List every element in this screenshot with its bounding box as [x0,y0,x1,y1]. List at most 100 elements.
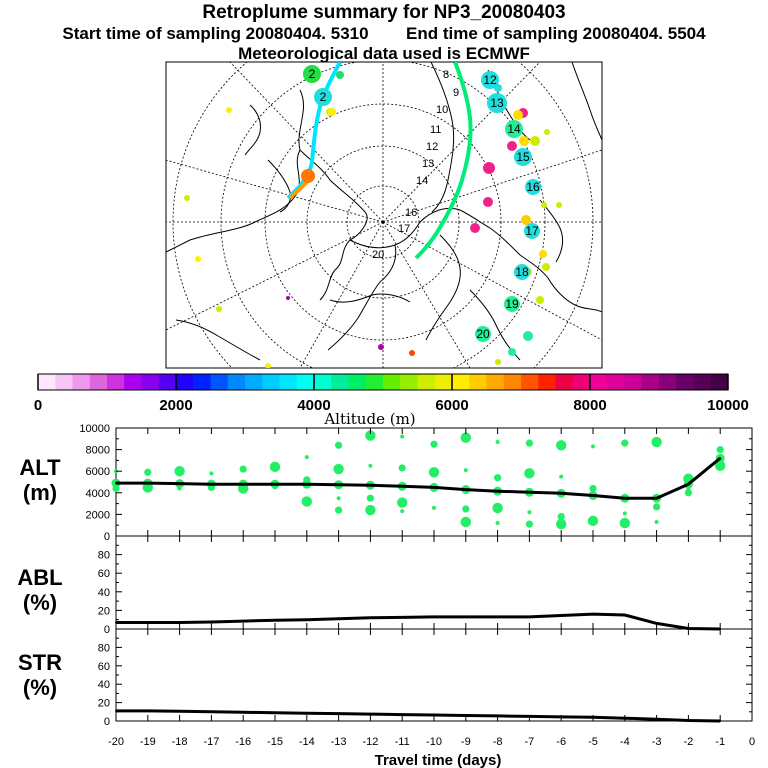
alt-plume-dot [621,439,629,447]
alt-plume-dot [365,504,376,516]
map-marker-label: 19 [505,297,519,311]
colorbar-segment [434,374,453,390]
colorbar-segment [555,374,574,390]
alt-point [433,486,435,489]
alt-plume-dot [398,464,406,472]
abl-point [528,615,531,618]
x-tick-label: -17 [203,736,219,748]
colorbar-tick-label: 0 [34,397,42,414]
map-marker-label: 17 [525,224,539,238]
alt-point [401,485,404,488]
map-marker-label: 16 [526,180,540,194]
str-axes: 0 20 40 60 80 [98,629,753,728]
alt-plume-dot [397,497,408,508]
path-label-16: 16 [405,207,417,219]
sampling-times-line: Start time of sampling 20080404. 5310 En… [0,24,768,44]
alt-point [115,482,117,485]
colorbar-segment [693,374,712,390]
small-markers [184,71,562,368]
alt-plume-dot [557,512,565,521]
str-series [115,709,722,723]
x-tick-label: -15 [267,736,283,748]
alt-point [528,491,531,494]
map-frame [165,61,603,369]
str-point [719,720,722,722]
map-marker [481,71,499,89]
abl-series [115,612,722,631]
x-tick-label: -5 [588,736,598,748]
str-point [369,713,372,716]
abl-point [305,618,308,621]
alt-plume-dot [365,430,376,441]
abl-label: ABL [17,565,62,590]
abl-point [496,615,499,618]
abl-point [369,616,372,619]
colorbar-segment [72,374,91,390]
str-point [655,718,658,721]
str-point [401,713,404,716]
colorbar-segment [486,374,505,390]
colorbar-segment [400,374,418,390]
map-marker [303,65,321,83]
map-marker [514,264,530,280]
str-point [305,712,308,715]
abl-point [178,621,181,624]
alt-plume-dot [400,509,405,514]
alt-plume-dot [335,506,343,514]
map-marker [524,223,540,239]
alt-label: ALT [19,455,61,480]
colorbar-segment [607,374,625,390]
y-tick-label: 40 [98,679,110,691]
alt-plume-dot [525,439,534,447]
alt-plume-dot [333,463,344,475]
alt-plume-dot [591,444,595,449]
alt-plume-dot [715,460,726,471]
abl-series-line [116,612,721,631]
abl-point [592,613,594,616]
y-tick-label: 2000 [86,509,110,521]
alt-point [146,482,149,485]
str-point [496,714,499,717]
colorbar-segment [624,374,643,390]
alt-plume-dot [301,496,312,507]
alt-plume-dot [432,505,436,510]
alt-plume-dot [460,432,471,443]
alt-plume-dot [495,521,500,526]
x-tick-label: -8 [493,736,503,748]
abl-point [401,616,404,619]
y-tick-label: 80 [98,550,110,562]
str-point [274,711,276,714]
colorbar-tick-label: 2000 [159,397,192,414]
map-marker-label: 2 [309,67,316,81]
x-axis-ticks: -20 -19 -18 -17 -16 -15 -14 -13 -12 -11 -10 -9 -8 -7-… [108,736,755,748]
alt-plume-dot [400,434,405,439]
x-tick-label: -6 [556,736,566,748]
colorbar-segment [314,374,332,390]
colorbar-tick-labels: 0 2000 4000 6000 8000 10000 [34,374,749,414]
colorbar-segment [331,374,349,390]
y-tick-label: 0 [104,531,110,543]
colorbar-tick-label: 6000 [435,397,468,414]
trajectory-green [414,62,473,260]
colorbar-segment [676,374,694,390]
alt-plume-dot [336,496,341,501]
abl-unit: (%) [23,590,57,615]
path-label-8: 8 [443,69,449,81]
map-marker-label: 13 [490,96,504,110]
str-frame [115,628,753,722]
colorbar-segment [279,374,298,390]
str-point [464,714,467,717]
map-marker-label: 18 [515,265,529,279]
str-point [560,715,563,718]
x-tick-label: -12 [362,736,378,748]
x-tick-label: -2 [684,736,694,748]
map-panel: 8 9 10 11 12 13 14 16 17 20 [165,61,603,369]
y-tick-label: 60 [98,568,110,580]
abl-point [655,622,658,625]
alt-plume-dot [559,474,564,479]
str-unit: (%) [23,675,57,700]
path-label-13: 13 [422,158,434,170]
y-tick-label: 60 [98,661,110,673]
y-tick-label: 0 [104,624,110,636]
